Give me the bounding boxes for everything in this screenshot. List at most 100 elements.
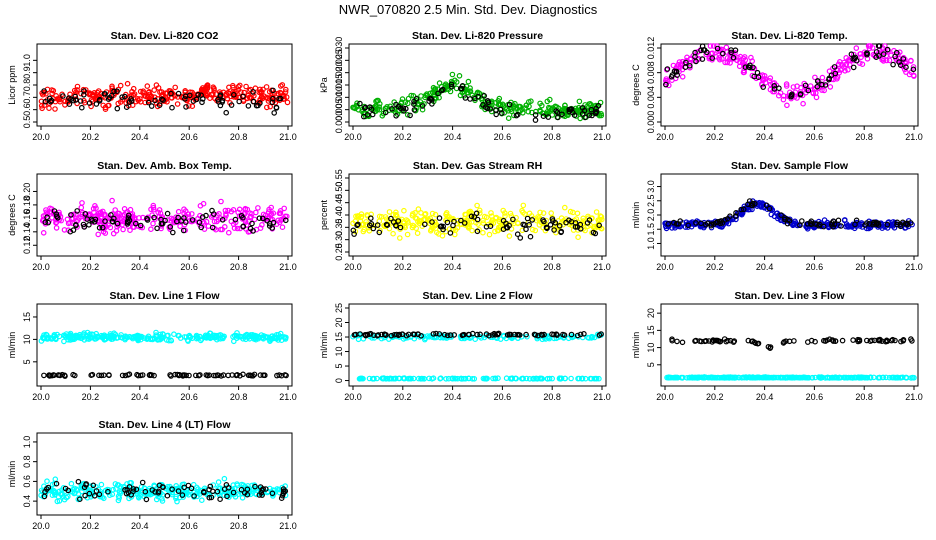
data-point [40,230,47,236]
data-point [433,334,440,340]
data-point [410,223,417,229]
data-point [152,97,158,104]
panel-9: Stan. Dev. Line 3 Flow 20.0 20.2 20.4 20.6 20… [631,290,923,402]
data-point [559,111,565,118]
data-point [429,219,435,225]
data-point [740,55,747,62]
x-tick-label: 20.8 [855,262,873,272]
data-point [39,105,45,112]
y-tick-label: 5 [22,359,32,364]
data-point [685,222,692,229]
data-point [722,59,728,66]
x-tick-label: 20.6 [494,262,512,272]
data-point [396,331,403,338]
data-point [515,331,522,338]
series-reference [663,43,917,100]
data-point [451,231,458,238]
data-point [221,475,228,482]
y-tick-label: 0.000 [334,111,344,134]
data-point [458,375,465,382]
data-point [369,111,376,118]
data-point [484,375,490,382]
data-point [759,374,766,381]
data-point [709,55,716,61]
data-point [53,211,60,217]
data-point [560,331,566,338]
y-axis-label: kPa [319,77,329,93]
y-tick-label: 1.0 [22,436,32,449]
data-point [488,213,495,220]
data-point [415,218,421,225]
data-point [362,104,369,111]
data-point [513,375,520,382]
data-point [900,56,907,62]
data-point [383,221,390,228]
data-point [748,338,755,345]
data-point [261,372,268,379]
y-axis-label: Licor ppm [7,65,17,105]
series-reference [665,198,914,230]
data-point [788,91,795,98]
data-point [790,221,797,228]
data-point [903,374,909,381]
data-point [537,209,543,216]
data-point [43,209,50,216]
data-point [256,215,263,222]
data-point [418,93,424,99]
data-point [354,222,360,229]
data-point [262,334,269,340]
data-point [812,338,818,345]
data-point [75,478,82,485]
data-point [852,221,858,228]
data-point [44,478,50,485]
data-point [73,222,79,228]
data-point [284,99,291,106]
data-point [126,212,132,219]
data-point [433,330,439,337]
data-point [236,98,243,105]
data-point [243,83,249,90]
data-point [134,371,140,378]
data-point [517,235,524,241]
series-samples [664,374,917,381]
data-point [273,105,280,111]
series-reference [41,371,289,379]
data-point [867,374,874,381]
x-tick-label: 20.6 [180,521,198,531]
data-point [551,227,557,233]
data-point [117,490,123,497]
data-point [506,331,513,338]
data-point [724,337,731,344]
plot-frame [36,432,293,516]
data-point [716,55,722,61]
data-point [211,211,217,217]
data-point [41,493,48,500]
data-point [864,51,870,58]
data-point [181,206,187,213]
data-point [724,216,731,222]
data-point [556,223,563,229]
panel-8: Stan. Dev. Line 2 Flow 20.0 20.2 20.4 20.6 20… [319,290,611,402]
data-point [249,220,255,227]
data-point [778,212,784,218]
data-point [884,225,891,231]
data-point [730,374,736,381]
data-point [465,78,472,85]
data-point [852,374,859,381]
data-point [219,226,226,233]
x-tick-label: 21.0 [593,392,611,402]
data-point [724,55,731,61]
data-point [816,374,822,380]
data-point [137,99,144,105]
data-point [238,486,245,493]
data-point [235,83,242,90]
data-point [532,227,539,234]
data-point [358,375,365,382]
x-tick-label: 20.4 [444,132,462,142]
data-point [93,488,100,494]
data-point [350,227,357,234]
data-point [824,374,831,381]
data-point [733,210,739,216]
data-point [426,375,432,382]
data-point [44,214,50,221]
